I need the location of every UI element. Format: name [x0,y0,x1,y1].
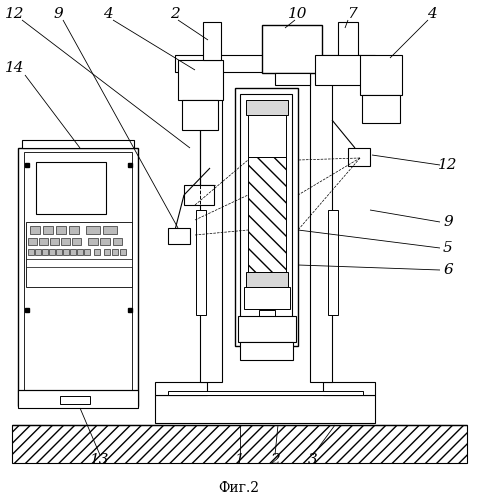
Bar [235,88,298,346]
Bar [36,162,106,214]
Bar [155,395,375,423]
Text: 7: 7 [347,7,357,21]
Bar [22,140,134,148]
Bar [18,148,138,406]
Bar [262,25,322,73]
Bar [69,226,79,234]
Bar [200,60,222,382]
Text: 12: 12 [438,158,458,172]
Bar [203,22,221,60]
Bar [94,249,100,255]
Bar [248,115,286,157]
Bar [28,238,37,245]
Text: 2: 2 [270,453,280,467]
Bar [49,249,55,255]
Text: 13: 13 [90,453,110,467]
Bar [60,396,90,404]
Text: 4: 4 [103,7,113,21]
Text: 2: 2 [170,7,180,21]
Text: 1: 1 [235,453,245,467]
Bar [262,348,272,360]
Bar [310,60,332,382]
Polygon shape [248,157,286,272]
Bar [84,249,90,255]
Text: 9: 9 [443,215,453,229]
Bar [246,272,288,287]
Bar [100,238,110,245]
Bar [168,228,190,244]
Text: 6: 6 [443,263,453,277]
Bar [18,390,138,408]
Bar [28,249,34,255]
Bar [42,249,48,255]
Bar [50,238,59,245]
Bar [248,157,286,272]
Bar [77,249,83,255]
Bar [240,342,293,360]
Bar [26,222,132,287]
Bar [168,391,363,395]
Bar [120,249,126,255]
Bar [259,310,275,348]
Bar [323,382,375,395]
Bar [35,249,41,255]
Bar [362,95,400,123]
Bar [43,226,53,234]
Text: 14: 14 [5,61,25,75]
Bar [196,210,206,315]
Text: 12: 12 [5,7,25,21]
Bar [328,210,338,315]
Bar [246,100,288,115]
Bar [184,185,214,205]
Bar [88,238,98,245]
Bar [56,226,66,234]
Bar [348,148,370,166]
Bar [360,55,402,95]
Bar [244,287,290,309]
Bar [338,22,358,77]
Bar [104,249,110,255]
Text: 10: 10 [288,7,308,21]
Bar [12,425,467,463]
Bar [24,152,132,398]
Text: 4: 4 [427,7,437,21]
Bar [315,55,375,85]
Bar [112,249,118,255]
Bar [113,238,122,245]
Bar [26,259,132,267]
Bar [30,226,40,234]
Bar [178,60,223,100]
Bar [56,249,62,255]
Bar [61,238,70,245]
Bar [238,316,296,342]
Bar [155,382,207,395]
Text: 5: 5 [443,241,453,255]
Bar [182,100,218,130]
Bar [72,238,81,245]
Text: 3: 3 [308,453,318,467]
Bar [70,249,76,255]
Bar [39,238,48,245]
Bar [86,226,100,234]
Bar [63,249,69,255]
Text: 9: 9 [53,7,63,21]
Bar [103,226,117,234]
Bar [240,94,292,334]
Bar [175,55,360,72]
Text: Фиг.2: Фиг.2 [218,481,260,495]
Bar [275,73,310,85]
